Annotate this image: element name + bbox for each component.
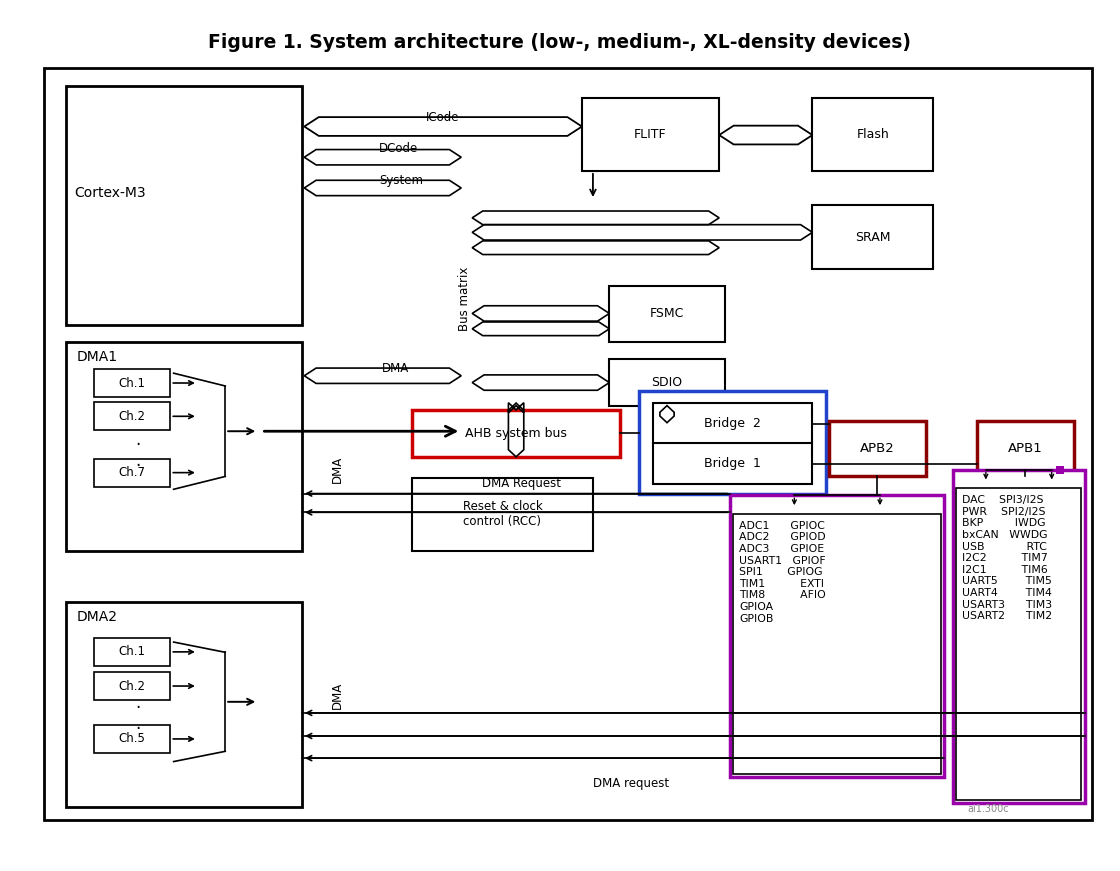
Bar: [93, 402, 170, 430]
Text: DMA request: DMA request: [594, 777, 670, 790]
Text: Reset & clock
control (RCC): Reset & clock control (RCC): [463, 501, 542, 529]
Text: DCode: DCode: [379, 142, 418, 155]
Text: Bus matrix: Bus matrix: [458, 267, 472, 331]
Bar: [412, 410, 620, 457]
Text: Figure 1. System architecture (low-, medium-, XL-density devices): Figure 1. System architecture (low-, med…: [208, 33, 912, 52]
Bar: [609, 286, 725, 341]
Text: System: System: [379, 174, 423, 186]
Text: FLITF: FLITF: [634, 128, 666, 141]
Bar: [93, 638, 170, 666]
Text: Ch.5: Ch.5: [119, 733, 146, 746]
Bar: [653, 403, 812, 444]
Text: ai1.300c: ai1.300c: [968, 804, 1009, 814]
Text: APB2: APB2: [860, 442, 895, 456]
Text: DAC    SPI3/I2S
PWR    SPI2/I2S
BKP         IWDG
bxCAN   WWDG
USB            RTC: DAC SPI3/I2S PWR SPI2/I2S BKP IWDG bxCAN…: [962, 496, 1052, 621]
Text: Flash: Flash: [857, 128, 889, 141]
Bar: [1056, 466, 1064, 474]
Bar: [953, 469, 1084, 802]
Bar: [812, 205, 933, 269]
Text: Ch.2: Ch.2: [119, 679, 146, 692]
Bar: [730, 496, 944, 777]
Text: DMA Request: DMA Request: [482, 476, 561, 490]
Bar: [44, 69, 1092, 820]
Bar: [66, 85, 302, 325]
Text: DMA1: DMA1: [77, 350, 119, 364]
Text: SDIO: SDIO: [652, 375, 682, 388]
Bar: [66, 341, 302, 550]
Bar: [653, 443, 812, 484]
Text: Bridge  1: Bridge 1: [704, 457, 762, 470]
Bar: [829, 421, 925, 476]
Bar: [640, 391, 825, 494]
Text: Bridge  2: Bridge 2: [704, 417, 762, 430]
Text: DMA2: DMA2: [77, 611, 118, 625]
Text: Ch.2: Ch.2: [119, 409, 146, 422]
Text: APB1: APB1: [1008, 442, 1043, 456]
Text: ·
·: · ·: [134, 699, 140, 739]
Bar: [66, 602, 302, 807]
Bar: [582, 98, 719, 171]
Bar: [93, 725, 170, 753]
Bar: [956, 489, 1081, 800]
Bar: [609, 359, 725, 406]
Text: Ch.1: Ch.1: [119, 376, 146, 389]
Text: DMA: DMA: [382, 362, 410, 375]
Text: Cortex-M3: Cortex-M3: [74, 186, 146, 200]
Bar: [93, 369, 170, 397]
Bar: [812, 98, 933, 171]
Text: FSMC: FSMC: [650, 307, 684, 321]
Bar: [93, 458, 170, 487]
Text: Ch.1: Ch.1: [119, 645, 146, 658]
Text: ADC1      GPIOC
ADC2      GPIOD
ADC3      GPIOE
USART1   GPIOF
SPI1       GPIOG
: ADC1 GPIOC ADC2 GPIOD ADC3 GPIOE USART1 …: [739, 521, 825, 624]
Bar: [412, 478, 592, 550]
Bar: [734, 514, 941, 774]
Text: Ch.7: Ch.7: [119, 466, 146, 479]
Text: DMA: DMA: [330, 682, 344, 710]
Text: SRAM: SRAM: [855, 231, 890, 244]
Bar: [977, 421, 1074, 476]
Text: DMA: DMA: [330, 456, 344, 483]
Text: AHB system bus: AHB system bus: [465, 427, 567, 440]
Text: ·
·: · ·: [134, 436, 140, 475]
Text: ICode: ICode: [426, 111, 459, 124]
Bar: [93, 672, 170, 700]
